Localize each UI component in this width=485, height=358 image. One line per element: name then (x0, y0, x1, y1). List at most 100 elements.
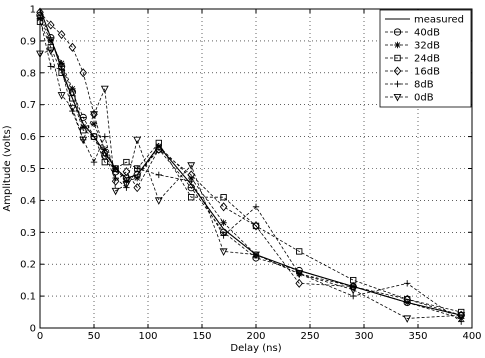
legend-label-0dB: 0dB (414, 93, 434, 104)
data-point-8dB (112, 174, 119, 182)
y-tick-label: 0.7 (20, 100, 36, 111)
data-point-0dB (46, 47, 55, 55)
data-point-24dB (112, 165, 119, 172)
data-point-24dB (123, 158, 130, 166)
x-tick-label: 400 (462, 331, 481, 342)
data-point-16dB (57, 29, 66, 40)
data-point-24dB (188, 194, 195, 201)
data-point-24dB (90, 133, 98, 140)
x-axis-label: Delay (ns) (230, 343, 281, 354)
data-point-8dB (101, 133, 108, 140)
y-tick-label: 0 (30, 324, 36, 335)
data-point-16dB (68, 42, 77, 52)
x-tick-label: 300 (354, 331, 373, 342)
data-point-0dB (154, 197, 163, 205)
series-line-8dB (39, 18, 462, 322)
data-point-24dB (69, 95, 76, 102)
legend-marker-32dB (394, 41, 401, 49)
data-point-0dB (457, 312, 466, 320)
x-tick-label: 100 (138, 331, 157, 342)
x-tick-label: 350 (408, 331, 427, 342)
data-point-16dB (155, 144, 163, 154)
axis-ticks: 0 50 100 150 200 250 300 350 400 0 0.1 0.2 0.3 0.4 0.5… (20, 5, 481, 343)
data-point-40dB (79, 113, 87, 122)
data-point-8dB (252, 203, 260, 210)
data-point-24dB (296, 248, 303, 255)
data-point-32dB (47, 37, 54, 45)
data-point-16dB (219, 202, 228, 212)
legend-label-measured: measured (414, 15, 464, 26)
data-point-0dB (187, 162, 196, 170)
data-point-24dB (220, 194, 227, 201)
legend-marker-16dB (393, 66, 402, 76)
data-point-8dB (47, 63, 54, 70)
data-point-0dB (57, 92, 66, 100)
data-point-0dB (219, 248, 228, 256)
data-point-16dB (403, 294, 411, 304)
x-tick-label: 0 (37, 331, 43, 342)
data-point-8dB (58, 66, 65, 73)
data-point-0dB (122, 181, 131, 189)
y-axis-label: Amplitude (volts) (2, 125, 13, 211)
data-point-0dB (252, 251, 260, 260)
data-point-0dB (90, 111, 98, 119)
data-point-16dB (252, 221, 260, 231)
y-tick-label: 1 (30, 5, 36, 16)
data-point-32dB (123, 178, 130, 185)
data-point-8dB (188, 178, 195, 185)
legend: measured 40dB 32dB 24dB 16dB 8dB 0dB (379, 9, 472, 108)
data-point-32dB (69, 85, 76, 92)
data-point-0dB (79, 136, 88, 145)
data-point-24dB (80, 127, 87, 134)
data-point-32dB (112, 165, 119, 172)
data-point-0dB (403, 315, 412, 323)
legend-marker-8dB (394, 80, 401, 88)
data-point-32dB (220, 219, 227, 226)
data-point-8dB (134, 165, 141, 172)
x-tick-label: 50 (88, 331, 101, 342)
legend-label-24dB: 24dB (414, 54, 440, 65)
data-point-0dB (100, 85, 109, 94)
data-point-16dB (47, 20, 55, 30)
data-point-24dB (47, 44, 54, 51)
data-point-8dB (220, 232, 227, 239)
data-point-32dB (134, 174, 141, 182)
data-point-0dB (111, 187, 120, 196)
legend-marker-40dB (393, 28, 402, 36)
y-tick-label: 0.5 (20, 164, 36, 175)
data-point-8dB (404, 280, 411, 287)
data-point-24dB (458, 308, 465, 316)
x-tick-label: 250 (300, 331, 319, 342)
data-point-24dB (101, 158, 108, 166)
grid-lines (40, 9, 472, 328)
data-point-16dB (349, 281, 357, 292)
data-point-0dB (295, 270, 304, 279)
y-tick-label: 0.1 (20, 292, 36, 303)
data-point-40dB (90, 132, 98, 141)
data-point-16dB (122, 167, 131, 177)
legend-marker-24dB (394, 54, 401, 62)
legend-label-8dB: 8dB (414, 80, 434, 91)
legend-label-32dB: 32dB (414, 41, 440, 52)
series-layer (36, 7, 466, 325)
series-line-24dB (39, 21, 462, 313)
x-tick-label: 200 (246, 331, 265, 342)
y-tick-label: 0.8 (20, 68, 36, 79)
data-point-8dB (155, 171, 162, 179)
data-point-32dB (90, 120, 98, 128)
legend-label-16dB: 16dB (414, 67, 440, 78)
y-tick-label: 0.2 (20, 260, 36, 271)
data-point-16dB (101, 148, 109, 158)
legend-marker-0dB (393, 93, 402, 102)
data-point-16dB (133, 183, 141, 193)
data-point-16dB (295, 278, 303, 288)
data-point-0dB (349, 286, 358, 295)
data-point-0dB (68, 104, 77, 113)
data-point-8dB (90, 158, 98, 166)
y-tick-label: 0.6 (20, 132, 36, 143)
y-tick-label: 0.4 (20, 196, 36, 207)
series-line-40dB (39, 15, 462, 316)
data-point-32dB (58, 60, 65, 67)
data-point-0dB (133, 136, 142, 145)
